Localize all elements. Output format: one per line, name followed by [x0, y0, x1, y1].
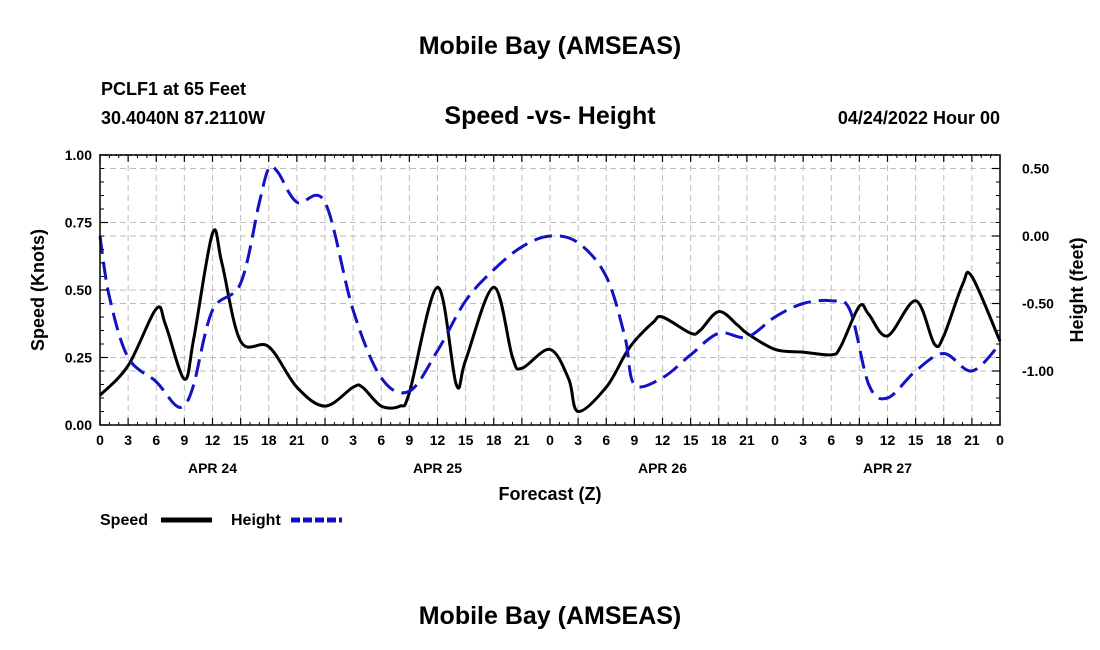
x-tick-label: 0	[771, 432, 779, 448]
series-line-height	[98, 164, 1002, 409]
y-left-tick-label: 0.25	[65, 350, 92, 366]
y-left-tick-label: 0.75	[65, 215, 92, 231]
x-tick-label: 21	[739, 432, 755, 448]
x-tick-label: 3	[124, 432, 132, 448]
date-label: APR 25	[413, 460, 462, 476]
x-tick-label: 12	[655, 432, 671, 448]
x-tick-label: 3	[349, 432, 357, 448]
x-tick-label: 15	[233, 432, 249, 448]
y-right-axis-title: Height (feet)	[1067, 238, 1087, 343]
y-right-tick-label: -0.50	[1022, 296, 1054, 312]
x-tick-label: 9	[405, 432, 413, 448]
y-left-tick-label: 0.00	[65, 417, 92, 433]
x-tick-label: 6	[377, 432, 385, 448]
y-left-tick-label: 0.50	[65, 282, 92, 298]
date-label: APR 26	[638, 460, 687, 476]
x-tick-label: 18	[261, 432, 277, 448]
x-tick-label: 12	[205, 432, 221, 448]
x-tick-label: 12	[880, 432, 896, 448]
tick-layer: 0 3 6 9 12 15 18 21 0 3 6 9 12 15 18 21 0 3 6 9 12 15 18 21 0 3 6 9…	[65, 147, 1054, 476]
x-tick-label: 6	[827, 432, 835, 448]
x-tick-label: 18	[936, 432, 952, 448]
x-tick-label: 9	[630, 432, 638, 448]
y-right-tick-label: 0.00	[1022, 228, 1049, 244]
legend-label-speed: Speed	[100, 512, 148, 529]
forecast-datetime: 04/24/2022 Hour 00	[838, 108, 1000, 128]
series-line-speed	[98, 228, 1002, 413]
x-tick-label: 0	[96, 432, 104, 448]
x-tick-label: 15	[908, 432, 924, 448]
legend-label-height: Height	[231, 512, 281, 529]
x-tick-label: 6	[152, 432, 160, 448]
page-title: Mobile Bay (AMSEAS)	[419, 32, 682, 60]
x-tick-label: 18	[711, 432, 727, 448]
location-label: 30.4040N 87.2110W	[101, 108, 265, 128]
y-right-tick-label: 0.50	[1022, 161, 1049, 177]
y-right-tick-label: -1.00	[1022, 363, 1054, 379]
chart-title: Speed -vs- Height	[444, 102, 656, 130]
x-tick-label: 9	[855, 432, 863, 448]
x-tick-label: 0	[321, 432, 329, 448]
x-tick-label: 15	[683, 432, 699, 448]
series-layer	[98, 164, 1002, 413]
date-label: APR 27	[863, 460, 912, 476]
x-tick-label: 6	[602, 432, 610, 448]
x-tick-label: 3	[574, 432, 582, 448]
grid-layer	[100, 155, 1000, 425]
x-tick-label: 12	[430, 432, 446, 448]
x-tick-label: 3	[799, 432, 807, 448]
station-label: PCLF1 at 65 Feet	[101, 79, 246, 99]
x-tick-label: 0	[996, 432, 1004, 448]
x-tick-label: 21	[289, 432, 305, 448]
y-left-tick-label: 1.00	[65, 147, 92, 163]
y-left-axis-title: Speed (Knots)	[28, 229, 48, 351]
x-tick-label: 21	[514, 432, 530, 448]
x-tick-label: 9	[180, 432, 188, 448]
x-tick-label: 21	[964, 432, 980, 448]
date-label: APR 24	[188, 460, 237, 476]
x-tick-label: 18	[486, 432, 502, 448]
x-tick-label: 15	[458, 432, 474, 448]
legend: Speed Height	[100, 512, 342, 529]
x-axis-title: Forecast (Z)	[498, 484, 601, 504]
footer-title: Mobile Bay (AMSEAS)	[419, 602, 682, 630]
x-tick-label: 0	[546, 432, 554, 448]
